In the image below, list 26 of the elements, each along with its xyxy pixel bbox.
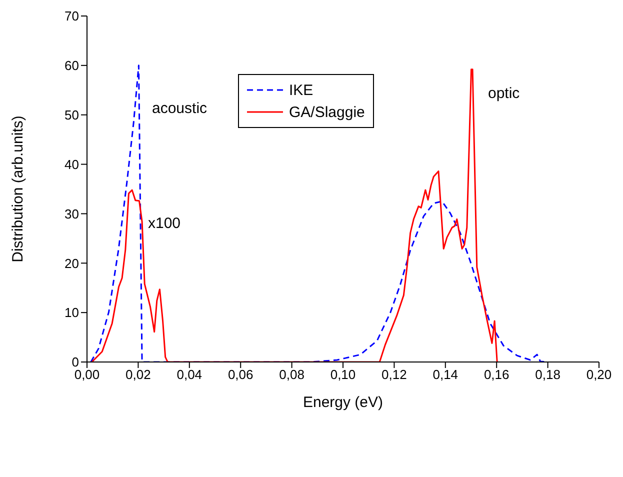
annotation: optic: [488, 85, 520, 102]
x-tick-label: 0,06: [228, 367, 254, 382]
y-tick-label: 60: [64, 58, 79, 74]
y-axis-title: Distribution (arb.units): [9, 116, 26, 262]
y-tick-label: 0: [72, 354, 79, 370]
annotation: x100: [148, 215, 181, 232]
y-tick-label: 70: [64, 8, 79, 24]
x-tick-label: 0,12: [382, 367, 407, 382]
x-tick-label: 0,18: [535, 367, 560, 382]
x-axis-title: Energy (eV): [302, 394, 384, 411]
x-tick-label: 0,08: [279, 367, 304, 382]
x-tick-label: 0,02: [126, 367, 151, 382]
x-tick-label: 0,00: [74, 367, 100, 382]
y-tick-label: 10: [64, 305, 79, 320]
legend-label: IKE: [289, 82, 314, 98]
y-tick-label: 40: [64, 156, 79, 172]
x-tick-label: 0,10: [330, 367, 356, 382]
x-tick-label: 0,20: [586, 367, 612, 382]
x-tick-label: 0,04: [176, 367, 202, 382]
x-tick-label: 0,16: [484, 367, 510, 382]
y-tick-label: 20: [64, 256, 79, 271]
x-tick-label: 0,14: [432, 367, 458, 382]
annotation: acoustic: [152, 100, 208, 117]
y-tick-label: 30: [64, 206, 79, 222]
y-tick-label: 50: [64, 107, 79, 122]
legend-label: GA/Slaggie: [289, 104, 365, 120]
